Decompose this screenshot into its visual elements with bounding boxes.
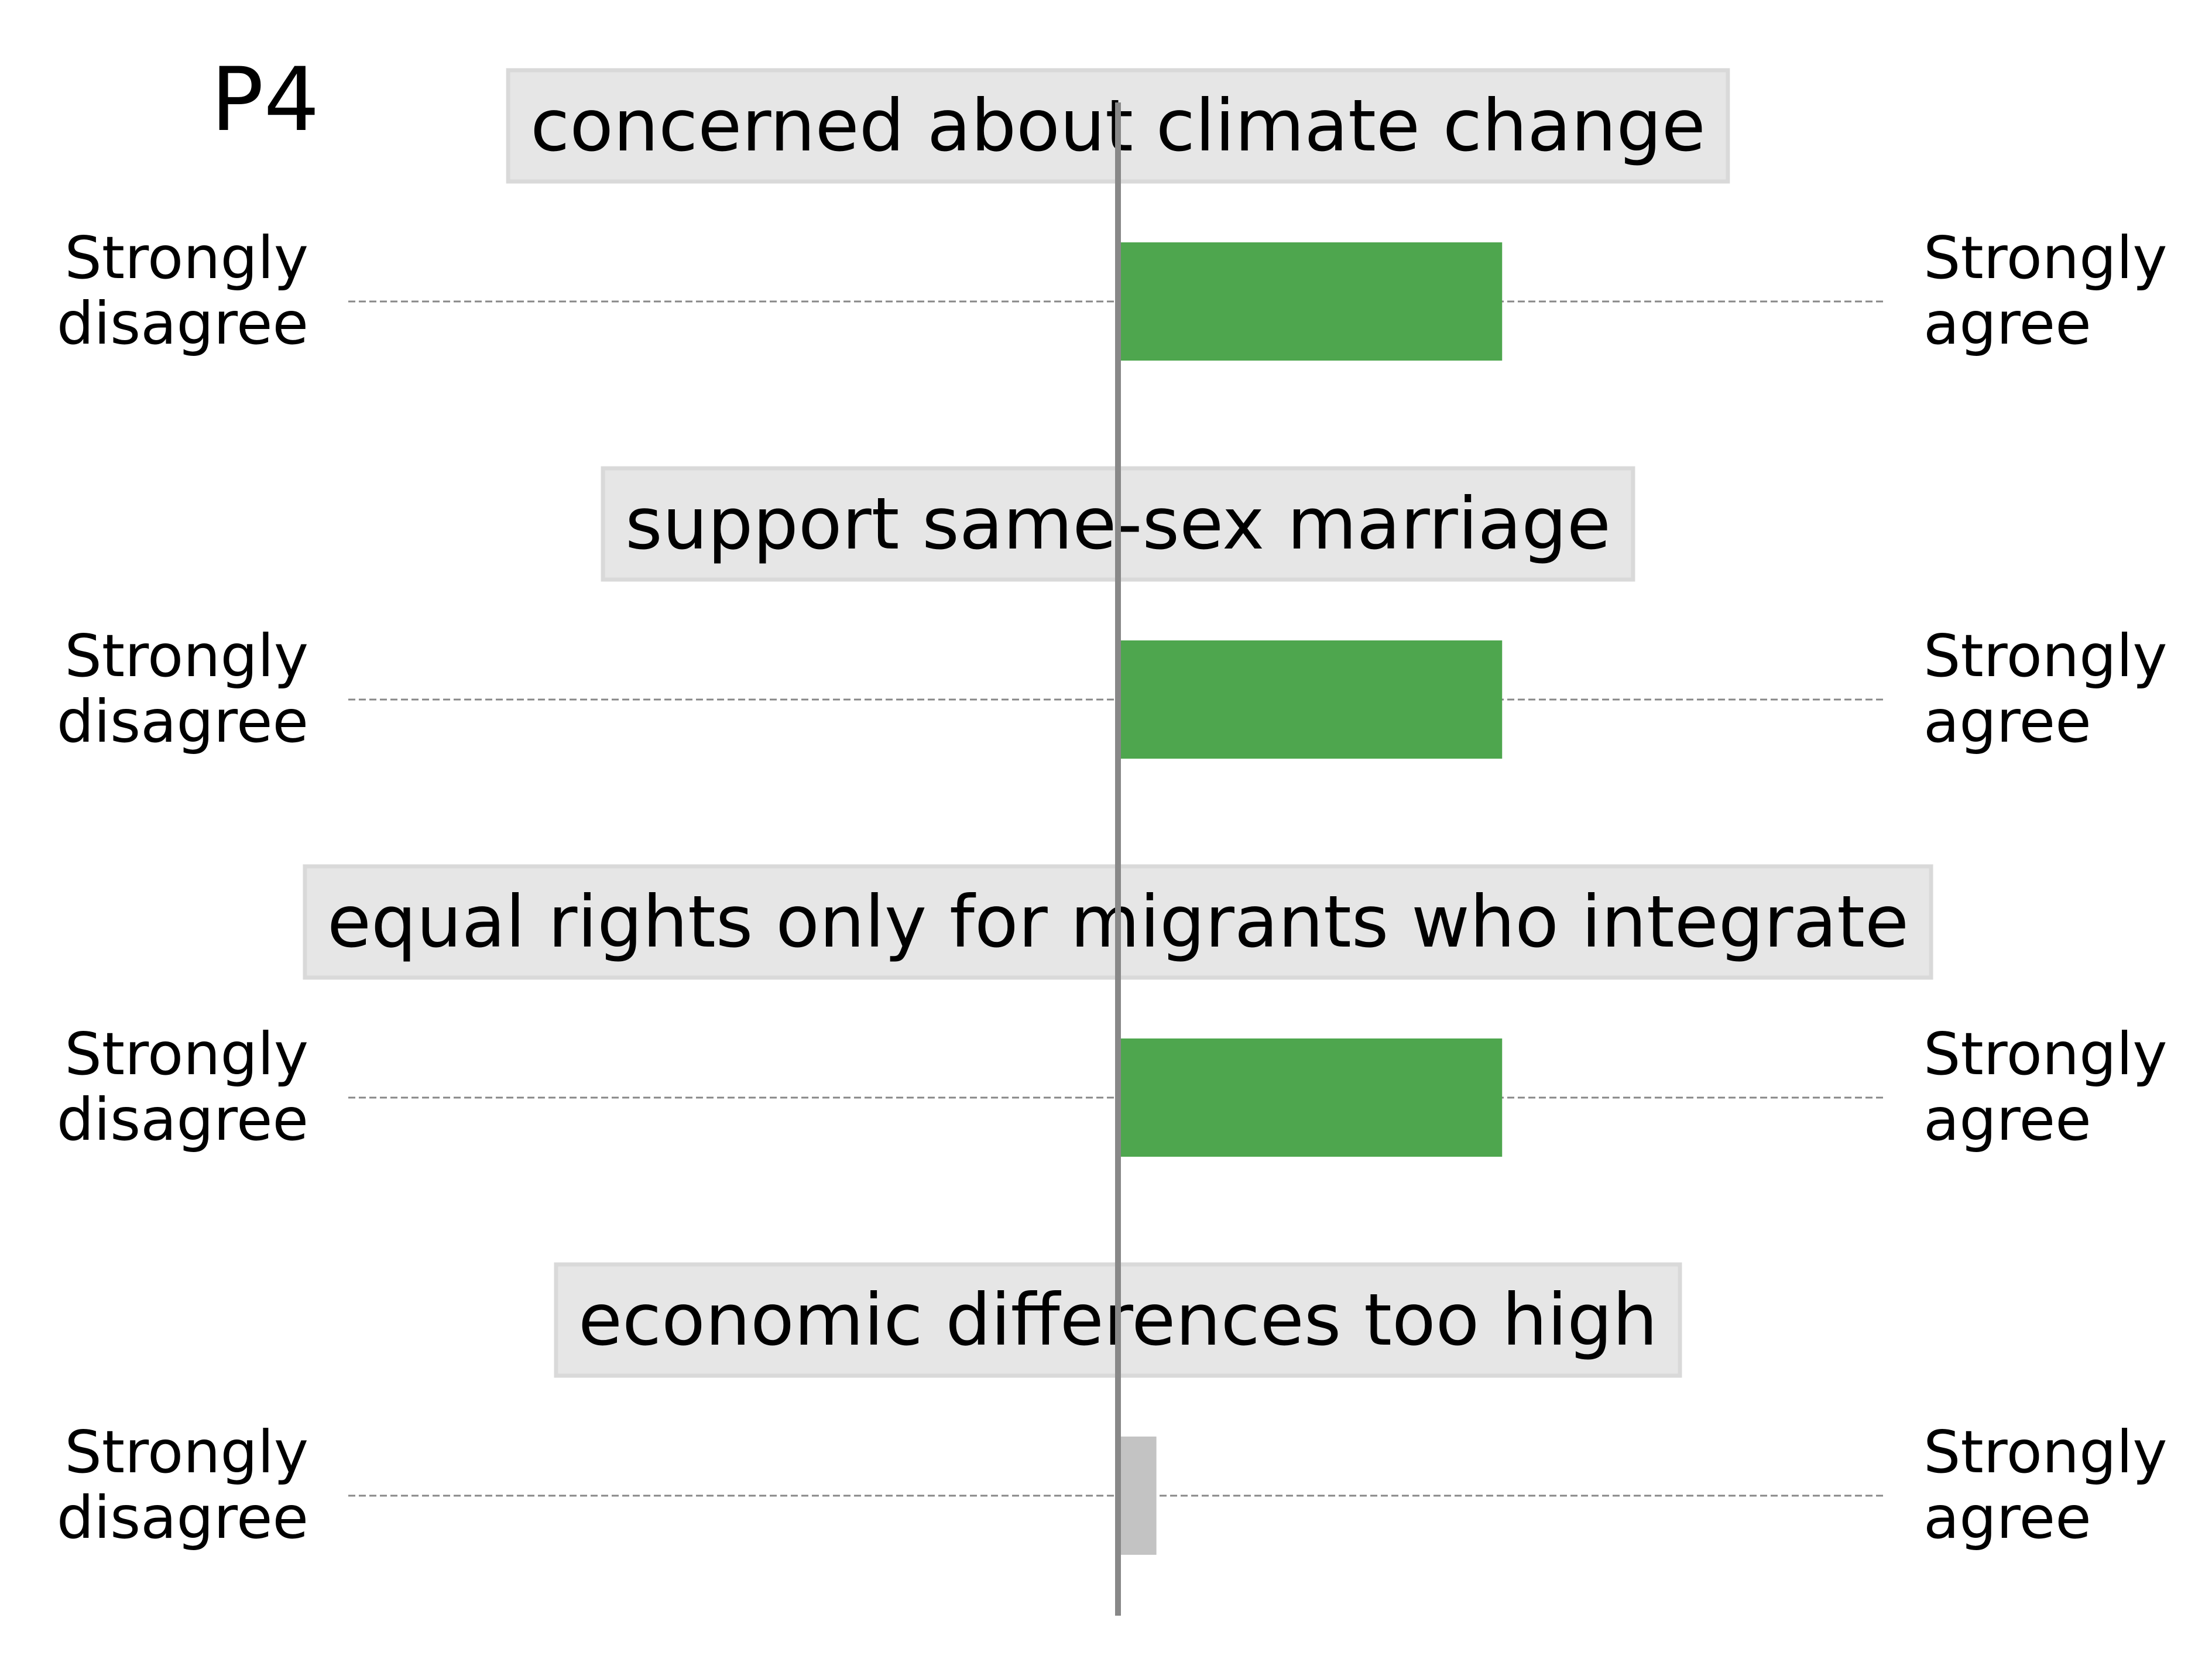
response-bar bbox=[1118, 1437, 1157, 1555]
scale-left-label: Strongly disagree bbox=[57, 1418, 308, 1552]
scale-right-label: Strongly agree bbox=[1923, 622, 2168, 756]
panel-label: P4 bbox=[211, 49, 320, 151]
response-bar bbox=[1118, 640, 1503, 759]
scale-right-label: Strongly agree bbox=[1923, 1020, 2168, 1154]
scale-right-label: Strongly agree bbox=[1923, 1418, 2168, 1552]
scale-left-label: Strongly disagree bbox=[57, 622, 308, 756]
scale-right-label: Strongly agree bbox=[1923, 224, 2168, 358]
scale-left-label: Strongly disagree bbox=[57, 1020, 308, 1154]
response-bar bbox=[1118, 242, 1503, 361]
response-bar bbox=[1118, 1038, 1503, 1157]
scale-left-label: Strongly disagree bbox=[57, 224, 308, 358]
